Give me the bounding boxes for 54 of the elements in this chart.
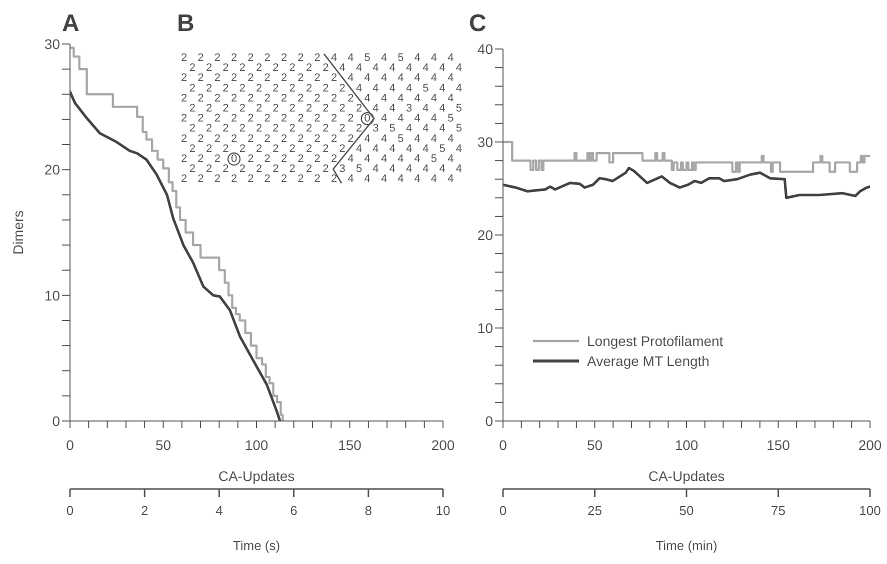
text: B	[177, 10, 194, 38]
x-tick-label: 100	[244, 436, 268, 453]
annotation: 2 2 2 0 2 2 2 2 2 2 4 4 4 4 4 5 4	[181, 153, 454, 165]
y-tick-label: 30	[44, 36, 60, 52]
annotation: 2 2 2 2 2 2 2 2 2 4 4 4 4 4 4 4 4	[189, 62, 462, 74]
x-tick-label: 150	[338, 436, 362, 453]
annotation: 2 2 2 2 2 2 2 2 2 2 2 3 5 4 4 4 5	[189, 122, 462, 135]
x2-tick-label: 100	[859, 503, 881, 518]
x2-tick-label: 8	[364, 503, 372, 518]
chart-title: C	[469, 10, 486, 38]
x2-axis-title: Time (min)	[656, 538, 718, 553]
annotation: 2 2 2 2 2 2 2 2 2 3 5 4 4 4 4 4 4	[189, 163, 462, 176]
annotation: 2 2 2 2 2 2 2 2 2 2 4 4 4 4 5 4 4	[189, 82, 462, 94]
y-tick-label: 20	[477, 226, 494, 243]
y-tick-label: 0	[485, 412, 494, 429]
x2-tick-label: 0	[499, 503, 507, 518]
y-tick-label: 10	[477, 320, 494, 336]
x-tick-label: 50	[155, 436, 172, 453]
annotation: 2 2 2 2 2 2 2 2 2 4 4 5 4 5 4 4 4	[181, 52, 454, 64]
x2-tick-label: 25	[588, 503, 602, 518]
x-tick-label: 150	[766, 436, 790, 453]
x2-axis-title: Time (s)	[232, 538, 280, 553]
x2-tick-label: 4	[216, 503, 223, 518]
chart-title: A	[62, 10, 80, 38]
x-axis-title: CA-Updates	[648, 468, 725, 484]
annotation: 2 2 2 2 2 2 2 2 2 2 4 4 4 4 4 4 4	[181, 173, 454, 186]
annotation: 2 2 2 2 2 2 2 2 2 2 2 4 4 4 4 4 4	[181, 92, 454, 104]
x2-tick-label: 0	[66, 503, 74, 518]
legend-label: Average MT Length	[587, 353, 710, 369]
y-axis-title: Dimers	[10, 210, 26, 255]
y-tick-label: 10	[44, 287, 60, 304]
x-axis-title: CA-Updates	[218, 468, 295, 484]
annotation: 2 2 2 2 2 2 2 2 2 2 2 4 4 3 4 4 5	[189, 102, 462, 114]
x2-tick-label: 6	[290, 503, 298, 518]
x-tick-label: 0	[66, 436, 74, 453]
x2-tick-label: 10	[436, 503, 450, 518]
legend-label: Longest Protofilament	[587, 333, 724, 349]
annotation: 2 2 2 2 2 2 2 2 2 2 2 0 4 4 4 4 5	[181, 112, 454, 125]
y-tick-label: 40	[477, 40, 494, 57]
y-tick-label: 30	[477, 134, 494, 150]
y-tick-label: 20	[44, 162, 60, 178]
x-tick-label: 50	[586, 436, 603, 453]
x-tick-label: 100	[674, 436, 698, 453]
x-tick-label: 0	[499, 436, 508, 453]
line-series	[503, 166, 870, 200]
x2-tick-label: 50	[679, 503, 694, 518]
annotation: 2 2 2 2 2 2 2 2 2 2 2 4 4 5 4 4 4	[181, 132, 454, 145]
x2-tick-label: 2	[140, 503, 148, 518]
y-tick-label: 0	[52, 412, 60, 429]
x-tick-label: 200	[858, 436, 882, 453]
annotation: 2 2 2 2 2 2 2 2 2 2 4 4 4 4 4 4 4	[181, 72, 454, 84]
x-tick-label: 200	[431, 436, 455, 453]
annotation: 2 2 2 2 2 2 2 2 2 2 4 4 4 4 4 5 4	[189, 142, 462, 155]
x2-tick-label: 75	[771, 503, 786, 518]
